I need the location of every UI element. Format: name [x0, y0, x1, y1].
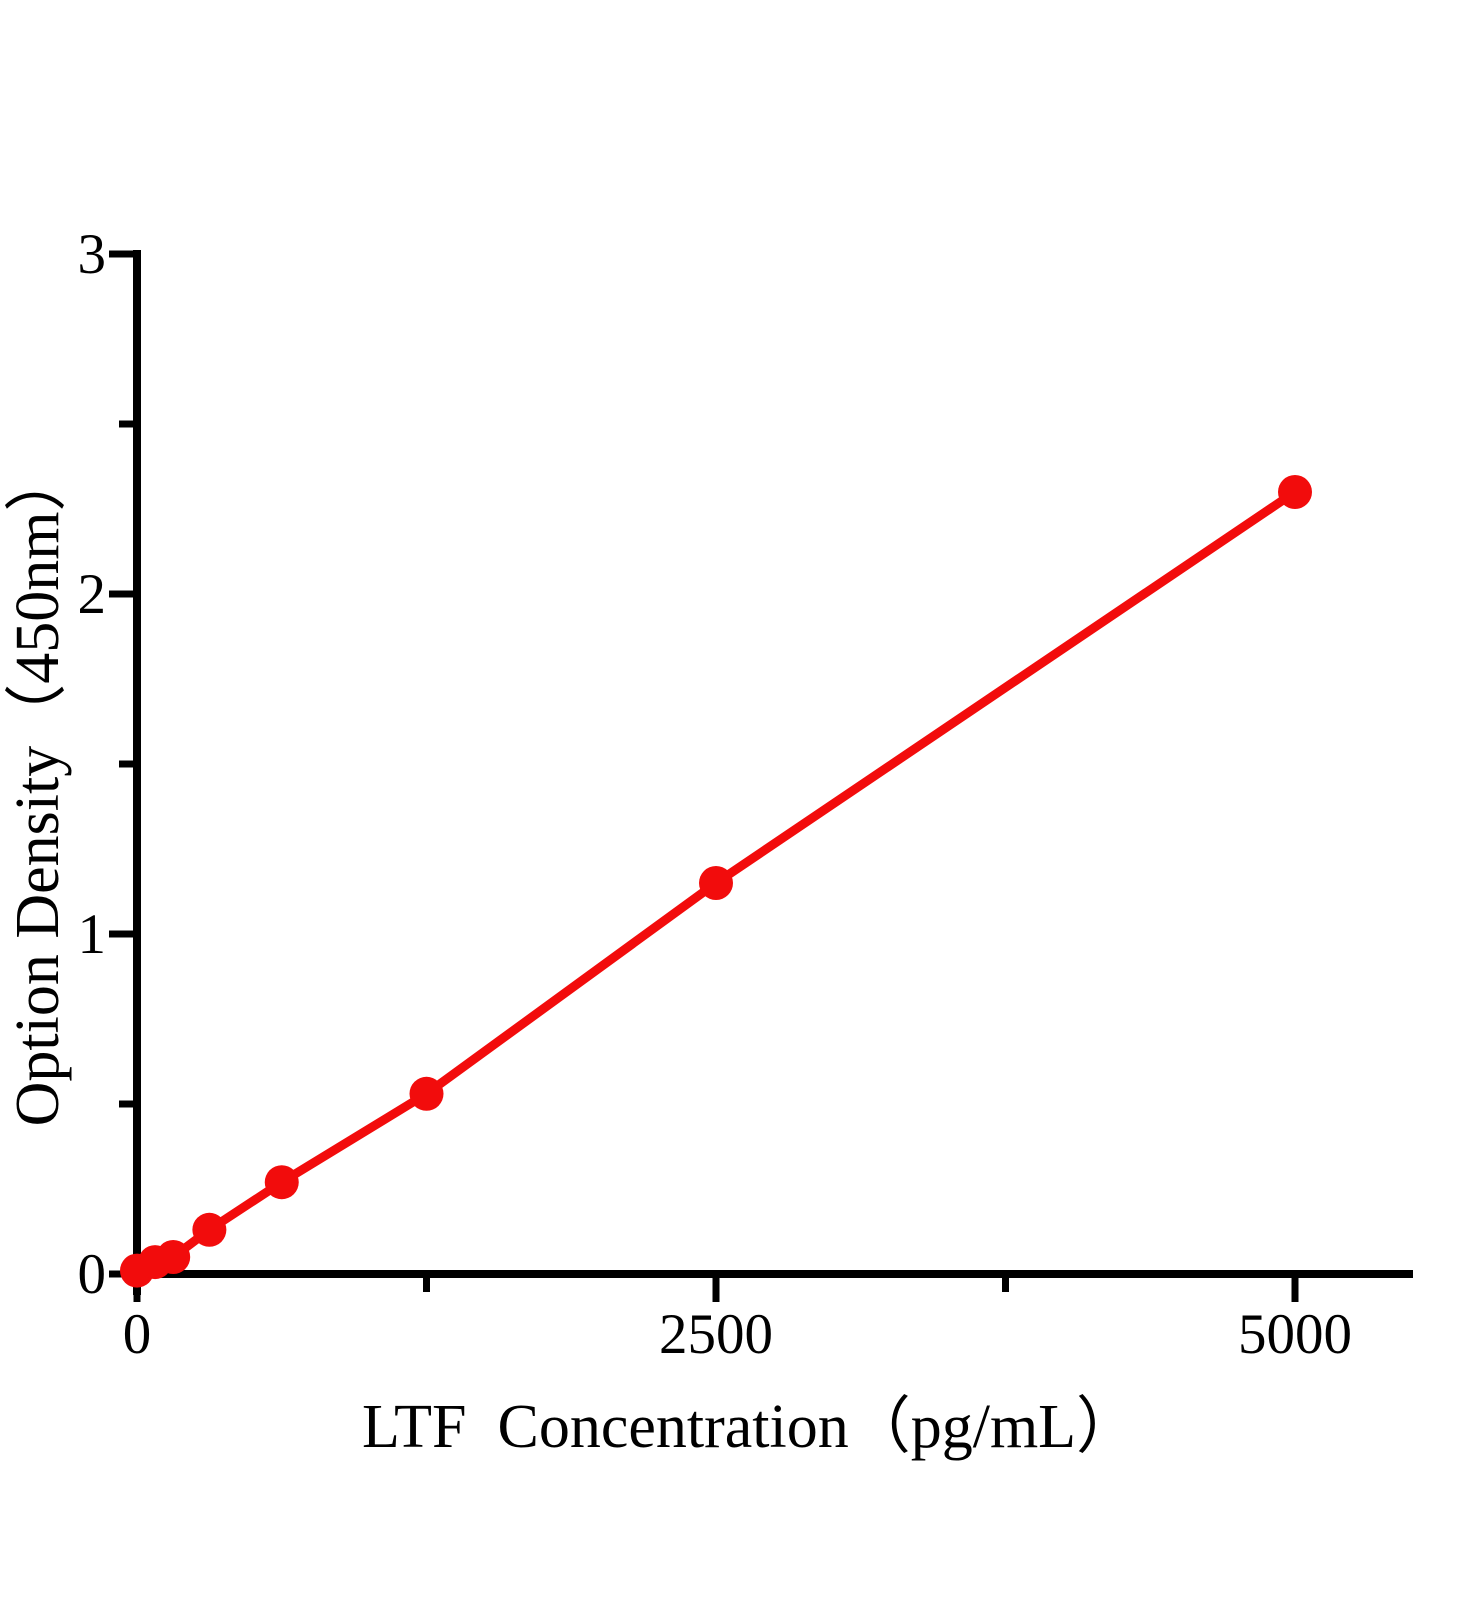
y-axis-title: Option Density（450nm）: [4, 450, 72, 1127]
y-tick-label: 0: [78, 1243, 107, 1306]
x-tick-label: 5000: [1238, 1303, 1352, 1366]
tick-labels: 0 2500 5000 0 1 2 3: [78, 223, 1353, 1366]
data-point-marker: [192, 1212, 227, 1247]
data-point-marker: [699, 866, 733, 900]
x-tick-label: 0: [123, 1303, 152, 1366]
x-axis-title: LTF Concentration（pg/mL）: [362, 1393, 1138, 1461]
y-tick-label: 2: [78, 563, 107, 626]
data-series: [120, 475, 1312, 1288]
axes: [133, 250, 1413, 1295]
y-tick-label: 1: [78, 903, 107, 966]
x-tick-label: 2500: [659, 1303, 773, 1366]
data-point-marker: [264, 1165, 299, 1200]
data-point-marker: [409, 1076, 444, 1111]
axis-ticks: [109, 250, 1299, 1302]
data-point-marker: [1278, 475, 1312, 509]
y-tick-label: 3: [78, 223, 107, 286]
data-point-marker: [156, 1240, 191, 1274]
